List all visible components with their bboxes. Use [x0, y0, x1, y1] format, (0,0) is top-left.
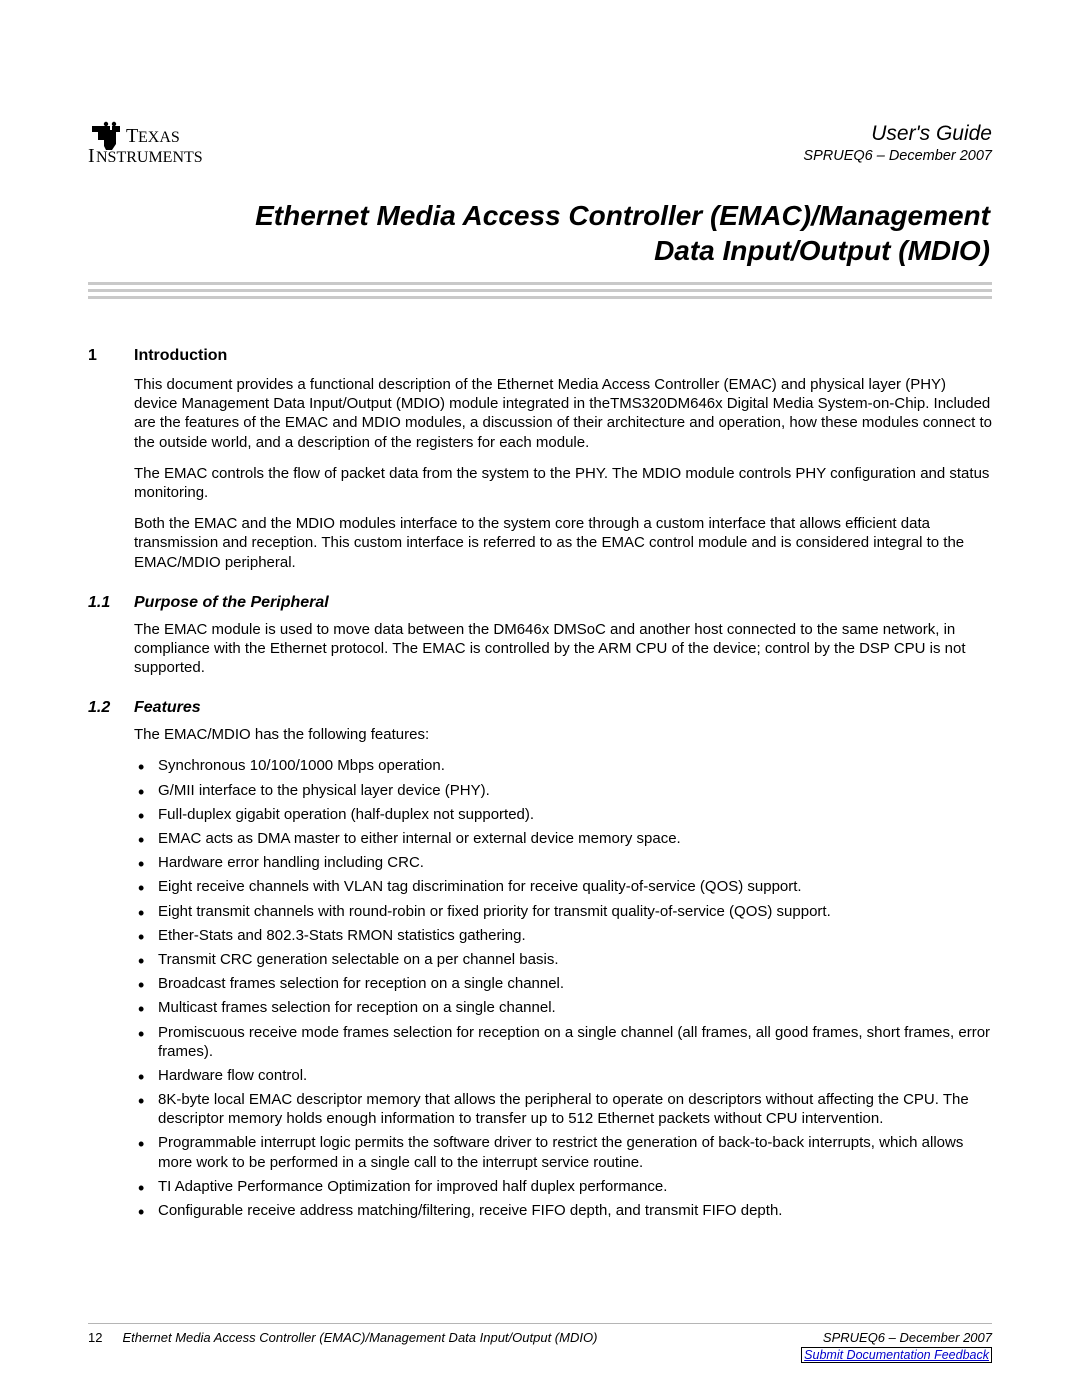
- feature-item: Synchronous 10/100/1000 Mbps operation.: [134, 756, 992, 775]
- feature-item: Programmable interrupt logic permits the…: [134, 1133, 992, 1171]
- feature-item: Multicast frames selection for reception…: [134, 998, 992, 1017]
- page-number: 12: [88, 1330, 102, 1363]
- feature-item: Transmit CRC generation selectable on a …: [134, 950, 992, 969]
- feature-item: Broadcast frames selection for reception…: [134, 974, 992, 993]
- section1-p1: This document provides a functional desc…: [134, 375, 992, 452]
- feature-item: Eight transmit channels with round-robin…: [134, 902, 992, 921]
- svg-text:EXAS: EXAS: [138, 129, 180, 146]
- section-1-2-heading: 1.2 Features: [88, 699, 992, 717]
- feature-item: Full-duplex gigabit operation (half-dupl…: [134, 805, 992, 824]
- footer-divider: [88, 1323, 992, 1324]
- svg-text:T: T: [126, 125, 138, 147]
- guide-title: User's Guide: [803, 122, 992, 146]
- page-header: T EXAS I NSTRUMENTS User's Guide SPRUEQ6…: [88, 118, 992, 174]
- section-1-heading: 1 Introduction: [88, 347, 992, 365]
- feature-item: 8K-byte local EMAC descriptor memory tha…: [134, 1090, 992, 1128]
- feature-item: Hardware error handling including CRC.: [134, 853, 992, 872]
- main-title: Ethernet Media Access Controller (EMAC)/…: [88, 198, 992, 268]
- ti-logo: T EXAS I NSTRUMENTS: [88, 118, 258, 174]
- section1-p2: The EMAC controls the flow of packet dat…: [134, 464, 992, 502]
- footer-doc-title: Ethernet Media Access Controller (EMAC)/…: [122, 1330, 597, 1363]
- section-num: 1: [88, 347, 134, 365]
- feature-item: Configurable receive address matching/fi…: [134, 1201, 992, 1220]
- main-title-line2: Data Input/Output (MDIO): [654, 235, 990, 266]
- page-footer: 12 Ethernet Media Access Controller (EMA…: [88, 1323, 992, 1363]
- subsection-num: 1.1: [88, 594, 134, 612]
- svg-text:I: I: [88, 145, 95, 167]
- feature-item: TI Adaptive Performance Optimization for…: [134, 1177, 992, 1196]
- feature-item: Ether-Stats and 802.3-Stats RMON statist…: [134, 926, 992, 945]
- main-title-line1: Ethernet Media Access Controller (EMAC)/…: [255, 200, 990, 231]
- header-right: User's Guide SPRUEQ6 – December 2007: [803, 118, 992, 164]
- section-title: Introduction: [134, 347, 227, 365]
- section1-1-p1: The EMAC module is used to move data bet…: [134, 620, 992, 678]
- features-list: Synchronous 10/100/1000 Mbps operation. G…: [134, 756, 992, 1220]
- subsection-num: 1.2: [88, 699, 134, 717]
- feedback-link[interactable]: Submit Documentation Feedback: [801, 1347, 992, 1363]
- section-1-1-heading: 1.1 Purpose of the Peripheral: [88, 594, 992, 612]
- section1-p3: Both the EMAC and the MDIO modules inter…: [134, 514, 992, 572]
- footer-doc-id: SPRUEQ6 – December 2007: [823, 1330, 992, 1345]
- subsection-title: Purpose of the Peripheral: [134, 594, 329, 612]
- svg-text:NSTRUMENTS: NSTRUMENTS: [96, 149, 203, 166]
- feature-item: EMAC acts as DMA master to either intern…: [134, 829, 992, 848]
- feature-item: Promiscuous receive mode frames selectio…: [134, 1023, 992, 1061]
- title-divider: [88, 282, 992, 299]
- subsection-title: Features: [134, 699, 201, 717]
- section1-2-intro: The EMAC/MDIO has the following features…: [134, 725, 992, 744]
- feature-item: Hardware flow control.: [134, 1066, 992, 1085]
- feature-item: G/MII interface to the physical layer de…: [134, 781, 992, 800]
- header-doc-id: SPRUEQ6 – December 2007: [803, 148, 992, 164]
- feature-item: Eight receive channels with VLAN tag dis…: [134, 877, 992, 896]
